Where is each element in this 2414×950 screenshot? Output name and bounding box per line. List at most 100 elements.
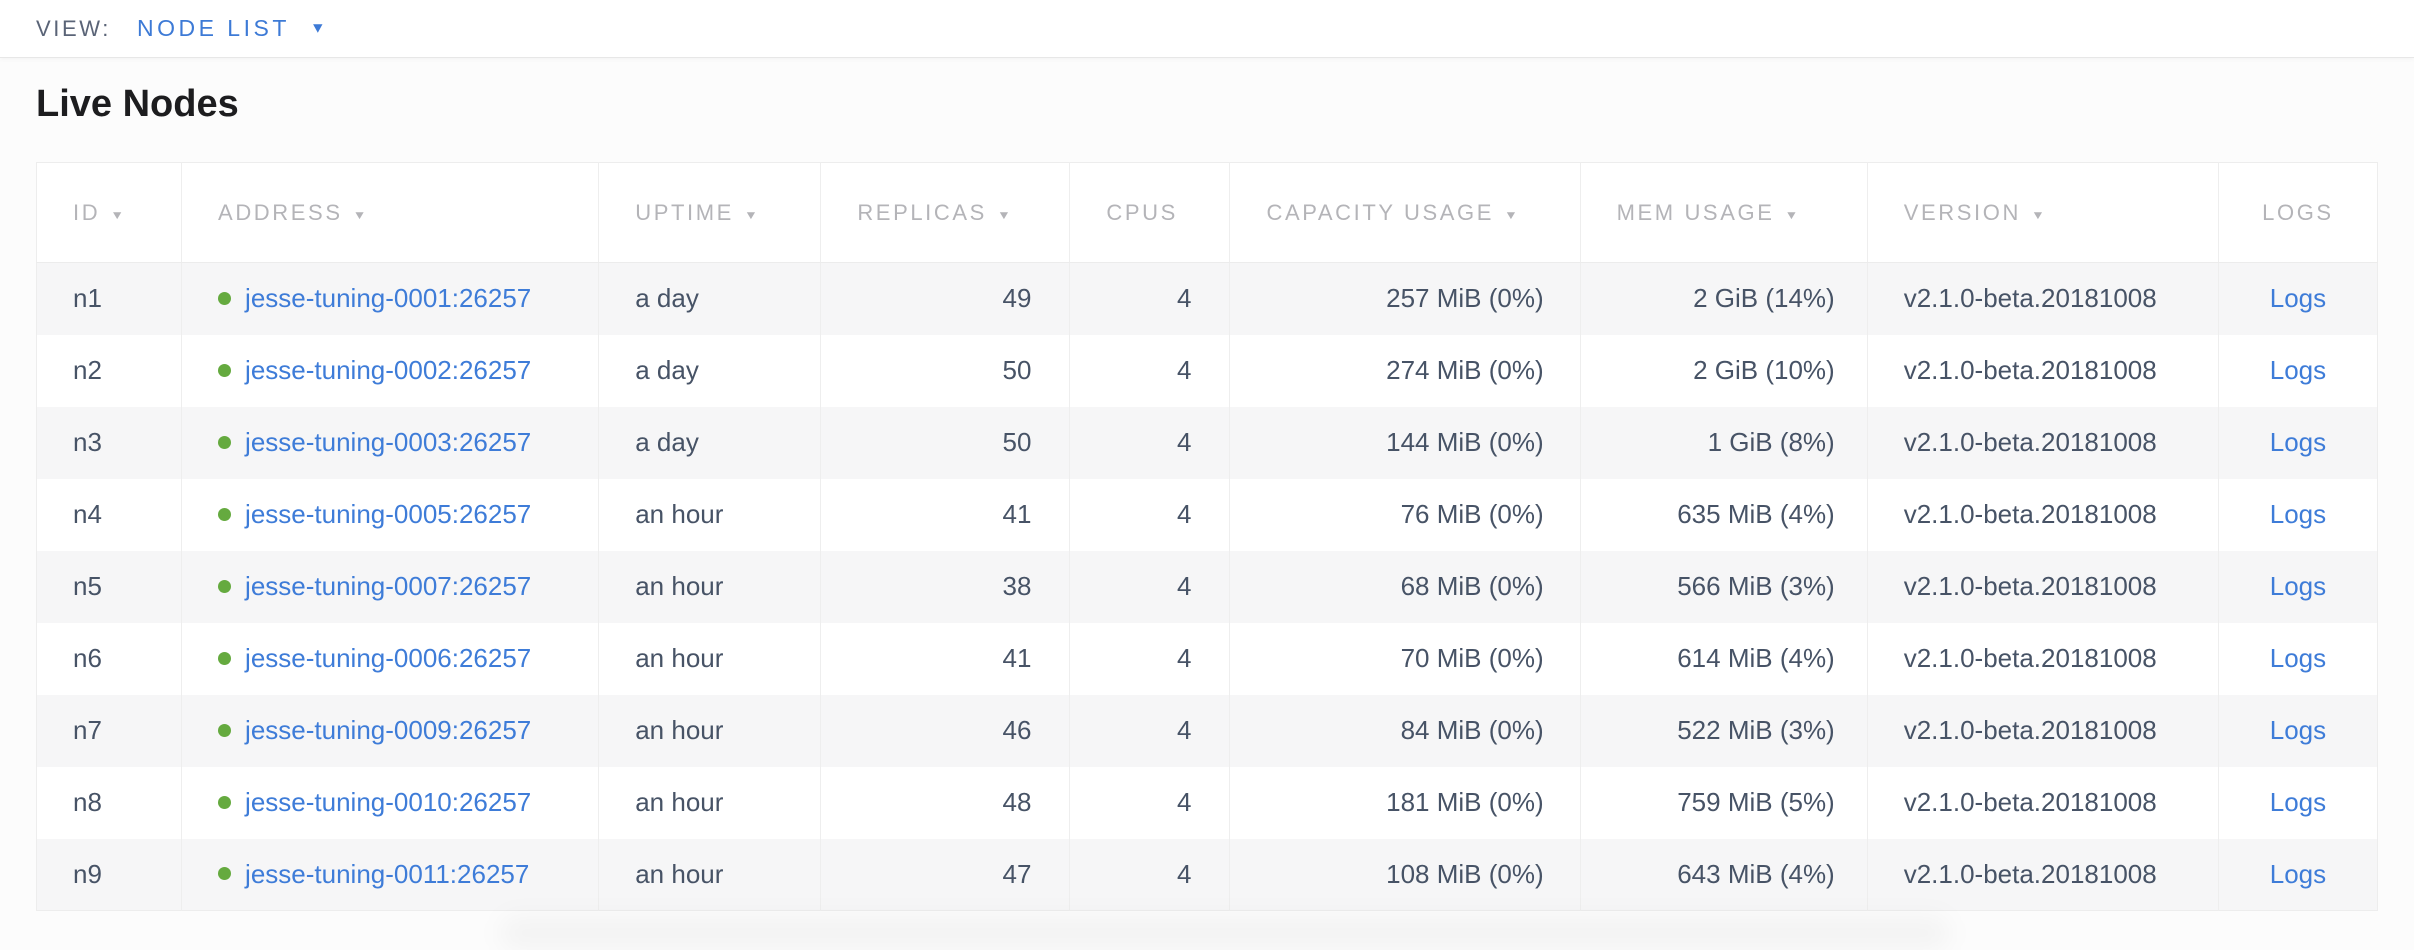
- node-address-link[interactable]: jesse-tuning-0007:26257: [245, 571, 532, 601]
- column-header-label: ID: [73, 199, 101, 225]
- node-logs-link[interactable]: Logs: [2269, 427, 2327, 457]
- caret-down-icon: ▼: [309, 20, 326, 36]
- cell-logs: Logs: [2218, 767, 2377, 839]
- cell-mem: 635 MiB (4%): [1580, 478, 1868, 551]
- cell-capacity: 144 MiB (0%): [1229, 406, 1581, 479]
- cell-mem: 522 MiB (3%): [1580, 694, 1868, 767]
- node-address-link[interactable]: jesse-tuning-0006:26257: [245, 643, 532, 673]
- cell-address: jesse-tuning-0006:26257: [181, 622, 600, 695]
- cell-mem: 643 MiB (4%): [1580, 838, 1868, 911]
- live-nodes-section: Live Nodes ID ▼ ADDRESS ▼ UPTIME ▼ REPLICAS ▼ CP…: [0, 82, 2414, 911]
- cell-logs: Logs: [2218, 695, 2377, 767]
- table-row: n8 jesse-tuning-0010:26257 an hour 48 4 181 M…: [36, 766, 2378, 839]
- column-header-uptime[interactable]: UPTIME ▼: [598, 162, 822, 263]
- view-selector-bar: VIEW: NODE LIST ▼: [0, 0, 2414, 58]
- cell-cpus: 4: [1069, 406, 1231, 479]
- cell-logs: Logs: [2218, 623, 2377, 695]
- cell-replicas: 41: [820, 478, 1071, 551]
- cell-version: v2.1.0-beta.20181008: [1867, 766, 2219, 839]
- cell-version: v2.1.0-beta.20181008: [1867, 622, 2219, 695]
- node-healthy-dot-icon: [218, 579, 232, 593]
- column-header-id[interactable]: ID ▼: [36, 162, 183, 263]
- node-address-link[interactable]: jesse-tuning-0003:26257: [245, 427, 532, 457]
- cell-cpus: 4: [1069, 550, 1231, 623]
- table-header: ID ▼ ADDRESS ▼ UPTIME ▼ REPLICAS ▼ CPUS CAPACITY …: [36, 162, 2378, 263]
- cell-capacity: 257 MiB (0%): [1229, 262, 1581, 335]
- node-logs-link[interactable]: Logs: [2269, 715, 2327, 745]
- cell-mem: 614 MiB (4%): [1580, 622, 1868, 695]
- node-address-link[interactable]: jesse-tuning-0009:26257: [245, 715, 532, 745]
- cell-uptime: a day: [598, 262, 822, 335]
- cell-mem: 759 MiB (5%): [1580, 766, 1868, 839]
- table-row: n5 jesse-tuning-0007:26257 an hour 38 4 68 Mi…: [36, 550, 2378, 623]
- node-logs-link[interactable]: Logs: [2269, 355, 2327, 385]
- node-logs-link[interactable]: Logs: [2269, 643, 2327, 673]
- node-healthy-dot-icon: [218, 507, 232, 521]
- node-address-link[interactable]: jesse-tuning-0002:26257: [245, 355, 532, 385]
- column-header-label: VERSION: [1903, 199, 2021, 225]
- table-row: n2 jesse-tuning-0002:26257 a day 50 4 274 MiB…: [36, 334, 2378, 407]
- column-header-label: REPLICAS: [857, 199, 987, 225]
- page-title: Live Nodes: [36, 83, 239, 125]
- cell-replicas: 48: [820, 766, 1071, 839]
- cell-capacity: 70 MiB (0%): [1229, 622, 1581, 695]
- cell-cpus: 4: [1069, 622, 1231, 695]
- cell-uptime: an hour: [598, 550, 822, 623]
- table-row: n9 jesse-tuning-0011:26257 an hour 47 4 108 M…: [36, 838, 2378, 911]
- node-logs-link[interactable]: Logs: [2269, 858, 2327, 889]
- node-logs-link[interactable]: Logs: [2269, 787, 2327, 817]
- node-logs-link[interactable]: Logs: [2269, 283, 2327, 314]
- column-header-version[interactable]: VERSION ▼: [1867, 162, 2219, 263]
- column-header-replicas[interactable]: REPLICAS ▼: [820, 162, 1071, 263]
- cell-replicas: 46: [820, 694, 1071, 767]
- cell-replicas: 50: [820, 334, 1071, 407]
- node-logs-link[interactable]: Logs: [2269, 571, 2327, 601]
- node-address-link[interactable]: jesse-tuning-0001:26257: [245, 283, 532, 314]
- cell-capacity: 84 MiB (0%): [1229, 694, 1581, 767]
- view-label: VIEW:: [36, 15, 111, 41]
- column-header-address[interactable]: ADDRESS ▼: [181, 162, 600, 263]
- cell-capacity: 108 MiB (0%): [1229, 838, 1581, 911]
- cell-id: n1: [36, 262, 183, 335]
- cell-logs: Logs: [2218, 263, 2377, 335]
- table-row: n3 jesse-tuning-0003:26257 a day 50 4 144 MiB…: [36, 406, 2378, 479]
- cell-version: v2.1.0-beta.20181008: [1867, 406, 2219, 479]
- node-address-link[interactable]: jesse-tuning-0005:26257: [245, 499, 532, 529]
- cell-cpus: 4: [1069, 334, 1231, 407]
- cell-version: v2.1.0-beta.20181008: [1867, 478, 2219, 551]
- column-header-label: ADDRESS: [218, 199, 343, 225]
- sort-descending-icon: ▼: [1504, 207, 1521, 222]
- node-address-link[interactable]: jesse-tuning-0011:26257: [245, 858, 530, 889]
- cell-uptime: a day: [598, 334, 822, 407]
- cell-id: n7: [36, 694, 183, 767]
- cell-address: jesse-tuning-0003:26257: [181, 406, 600, 479]
- cell-address: jesse-tuning-0010:26257: [181, 766, 600, 839]
- node-logs-link[interactable]: Logs: [2269, 499, 2327, 529]
- column-header-capacity[interactable]: CAPACITY USAGE ▼: [1229, 162, 1581, 263]
- cell-replicas: 38: [820, 550, 1071, 623]
- node-healthy-dot-icon: [218, 291, 232, 305]
- node-healthy-dot-icon: [218, 723, 232, 737]
- column-header-label: MEM USAGE: [1616, 199, 1775, 225]
- cell-uptime: an hour: [598, 838, 822, 911]
- column-header-logs: LOGS: [2218, 162, 2378, 263]
- node-healthy-dot-icon: [218, 651, 232, 665]
- cell-version: v2.1.0-beta.20181008: [1867, 838, 2219, 911]
- scroll-shadow: [500, 916, 1950, 950]
- table-row: n7 jesse-tuning-0009:26257 an hour 46 4 84 Mi…: [36, 694, 2378, 767]
- cell-logs: Logs: [2218, 335, 2377, 407]
- cell-uptime: an hour: [598, 766, 822, 839]
- column-header-mem[interactable]: MEM USAGE ▼: [1580, 162, 1868, 263]
- cell-replicas: 41: [820, 622, 1071, 695]
- cell-version: v2.1.0-beta.20181008: [1867, 334, 2219, 407]
- table-body: n1 jesse-tuning-0001:26257 a day 49 4 257 MiB…: [36, 262, 2378, 911]
- cell-uptime: an hour: [598, 622, 822, 695]
- node-address-link[interactable]: jesse-tuning-0010:26257: [245, 787, 532, 817]
- cell-logs: Logs: [2218, 407, 2377, 479]
- cell-mem: 566 MiB (3%): [1580, 550, 1868, 623]
- sort-descending-icon: ▼: [1784, 207, 1801, 222]
- cell-uptime: an hour: [598, 694, 822, 767]
- cell-version: v2.1.0-beta.20181008: [1867, 550, 2219, 623]
- view-dropdown[interactable]: NODE LIST ▼: [137, 15, 326, 42]
- cell-id: n4: [36, 478, 183, 551]
